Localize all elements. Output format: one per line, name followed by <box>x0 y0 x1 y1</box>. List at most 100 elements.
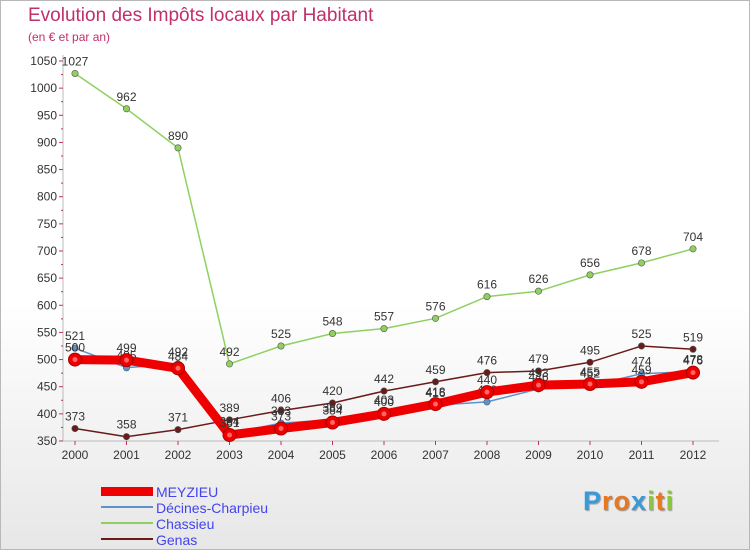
data-label: 459 <box>425 363 445 377</box>
data-point <box>328 399 336 407</box>
data-label: 500 <box>65 341 85 355</box>
data-label: 389 <box>322 401 342 415</box>
data-label: 373 <box>271 410 291 424</box>
data-label: 389 <box>219 401 239 415</box>
data-point <box>123 105 131 113</box>
legend-label: Décines-Charpieu <box>156 500 269 516</box>
x-tick-label: 2007 <box>422 448 449 462</box>
y-tick-label: 500 <box>37 353 57 367</box>
data-label: 495 <box>580 343 600 357</box>
logo-letter: x <box>631 486 648 516</box>
data-point <box>71 344 79 352</box>
data-label: 1027 <box>62 54 89 68</box>
data-point-highlight <box>175 365 181 371</box>
x-tick-label: 2005 <box>319 448 346 462</box>
data-point-highlight <box>381 411 387 417</box>
data-point-highlight <box>278 426 284 432</box>
data-point-highlight <box>587 381 593 387</box>
x-tick-label: 2010 <box>577 448 604 462</box>
data-label: 492 <box>168 345 188 359</box>
x-tick-label: 2004 <box>268 448 295 462</box>
y-tick-label: 600 <box>37 298 57 312</box>
data-label: 474 <box>631 355 651 369</box>
data-label: 499 <box>116 341 136 355</box>
legend-label: Genas <box>156 532 198 548</box>
data-point <box>226 360 234 368</box>
data-label: 416 <box>425 386 445 400</box>
data-label: 406 <box>271 392 291 406</box>
proxiti-logo: Proxiti <box>583 486 674 517</box>
x-tick-label: 2002 <box>165 448 192 462</box>
data-point <box>380 387 388 395</box>
y-tick-label: 650 <box>37 271 57 285</box>
y-tick-label: 1000 <box>30 81 57 95</box>
y-tick-label: 800 <box>37 190 57 204</box>
legend-swatch-chassieu <box>101 522 153 524</box>
x-tick-label: 2003 <box>216 448 243 462</box>
legend-swatch-meyzieu <box>101 487 153 496</box>
data-label: 616 <box>477 278 497 292</box>
data-label: 476 <box>683 354 703 368</box>
data-label: 371 <box>168 411 188 425</box>
data-point-highlight <box>484 389 490 395</box>
data-point-highlight <box>72 357 78 363</box>
data-point <box>483 293 491 301</box>
data-point <box>431 378 439 386</box>
x-tick-label: 2008 <box>474 448 501 462</box>
data-label: 459 <box>631 363 651 377</box>
data-point <box>71 425 79 433</box>
chart-title: Evolution des Impôts locaux par Habitant <box>28 5 374 26</box>
data-label: 521 <box>65 329 85 343</box>
y-tick-label: 850 <box>37 163 57 177</box>
data-point <box>328 330 336 338</box>
data-label: 455 <box>580 365 600 379</box>
data-point-highlight <box>330 420 335 426</box>
data-point <box>431 314 439 322</box>
data-label: 484 <box>168 349 188 363</box>
data-label: 403 <box>374 393 394 407</box>
data-point-highlight <box>536 382 541 388</box>
data-point <box>174 426 182 434</box>
data-point-highlight <box>227 432 232 438</box>
data-label: 962 <box>116 90 136 104</box>
y-tick-label: 1050 <box>30 54 57 68</box>
data-label: 576 <box>425 299 445 313</box>
x-tick-label: 2009 <box>525 448 552 462</box>
data-label: 557 <box>374 310 394 324</box>
data-point <box>277 342 285 350</box>
data-point <box>689 245 697 253</box>
data-label: 420 <box>322 384 342 398</box>
y-tick-label: 750 <box>37 217 57 231</box>
data-point-highlight <box>124 357 129 363</box>
y-tick-label: 550 <box>37 325 57 339</box>
y-tick-label: 350 <box>37 434 57 448</box>
data-label: 704 <box>683 230 703 244</box>
data-point-highlight <box>690 370 696 376</box>
legend-swatch-decines-charpieu <box>101 506 153 508</box>
logo-letter: i <box>647 486 656 516</box>
logo-letter: P <box>583 486 603 516</box>
data-point <box>123 433 131 441</box>
data-label: 383 <box>271 404 291 418</box>
x-tick-label: 2000 <box>62 448 89 462</box>
data-label: 442 <box>374 372 394 386</box>
data-point <box>637 259 645 267</box>
data-label: 400 <box>374 395 394 409</box>
y-tick-label: 950 <box>37 108 57 122</box>
data-point <box>483 398 491 406</box>
data-label: 525 <box>631 327 651 341</box>
data-label: 478 <box>683 353 703 367</box>
data-label: 548 <box>322 315 342 329</box>
x-tick-label: 2006 <box>371 448 398 462</box>
data-label: 384 <box>322 404 342 418</box>
data-point <box>534 367 542 375</box>
data-label: 626 <box>528 272 548 286</box>
data-label: 418 <box>425 385 445 399</box>
data-point <box>586 358 594 366</box>
x-tick-label: 2012 <box>680 448 707 462</box>
data-point <box>637 342 645 350</box>
data-label: 358 <box>116 418 136 432</box>
data-label: 373 <box>65 410 85 424</box>
